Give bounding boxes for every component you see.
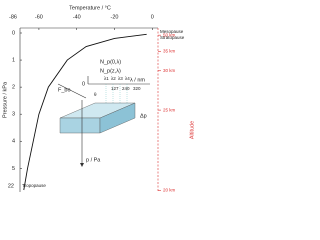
x-min-label: -86 [9,14,17,20]
x-tick-label: -60 [35,14,43,20]
y-tick-label: 5 [12,166,15,172]
inset-label: λ / nm [130,77,145,83]
inset-label: λ1 [104,76,109,81]
inset-label: N_p(0,λ) [100,59,121,65]
chart: Temperature / °C -86 Pressure / kPa Alti… [2,5,195,193]
y-tick-label: 3 [12,112,15,118]
y-tick-label: 2 [12,85,15,91]
y2-tick-label: 20 km [163,188,176,193]
y-tick-label: 0 [12,30,15,36]
inset-label: 127 [111,86,119,91]
inset-label: λ3 [118,76,123,81]
x-tick-label: -20 [111,14,119,20]
inset-label: N_p(z,λ) [100,68,121,74]
inset-label: Δp [140,113,147,119]
y-tick-label: 1 [12,58,15,64]
y-tick-label: 4 [12,139,15,145]
inset-diagram: 0 N_p(0,λ) N_p(z,λ) λ / nm λ1 λ2 λ3 λ4 1… [57,59,150,167]
x-tick-label: -40 [73,14,81,20]
y2-tick-label: 30 km [163,68,176,73]
inset-origin: 0 [82,81,85,87]
annotation: Tropopause [22,183,46,188]
y2-axis-title: Altitude [189,121,195,139]
slab-side [99,102,136,134]
inset-label: F_bo [58,87,71,93]
x-tick-label: 0 [151,14,154,20]
y-axis-title: Pressure / kPa [2,81,8,118]
y2-tick-label: 50 km [163,32,176,37]
inset-label: 320 [133,86,141,91]
inset-label: θ [94,92,97,97]
y2-tick-label: 25 km [163,107,176,112]
slab-front [59,117,101,134]
flux-arrow [57,83,87,99]
y-bottom-label: 22 [8,183,14,189]
y2-tick-label: 35 km [163,49,176,54]
temperature-line [23,33,147,191]
inset-label: 240 [122,86,130,91]
inset-label: λ4 [125,76,130,81]
annotation: Stratopause [160,35,185,40]
arrow-head [80,163,84,167]
annotation: Mesopause [160,29,184,34]
x-axis-title: Temperature / °C [69,5,111,11]
inset-label: p / Pa [86,157,101,163]
inset-label: λ2 [111,76,116,81]
